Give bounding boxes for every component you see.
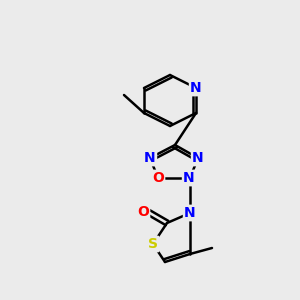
- Text: N: N: [184, 206, 196, 220]
- Text: O: O: [137, 205, 149, 219]
- Text: O: O: [152, 171, 164, 185]
- Text: N: N: [183, 171, 195, 185]
- Text: S: S: [148, 237, 158, 251]
- Text: N: N: [190, 81, 202, 95]
- Text: N: N: [192, 151, 204, 165]
- Text: N: N: [144, 151, 156, 165]
